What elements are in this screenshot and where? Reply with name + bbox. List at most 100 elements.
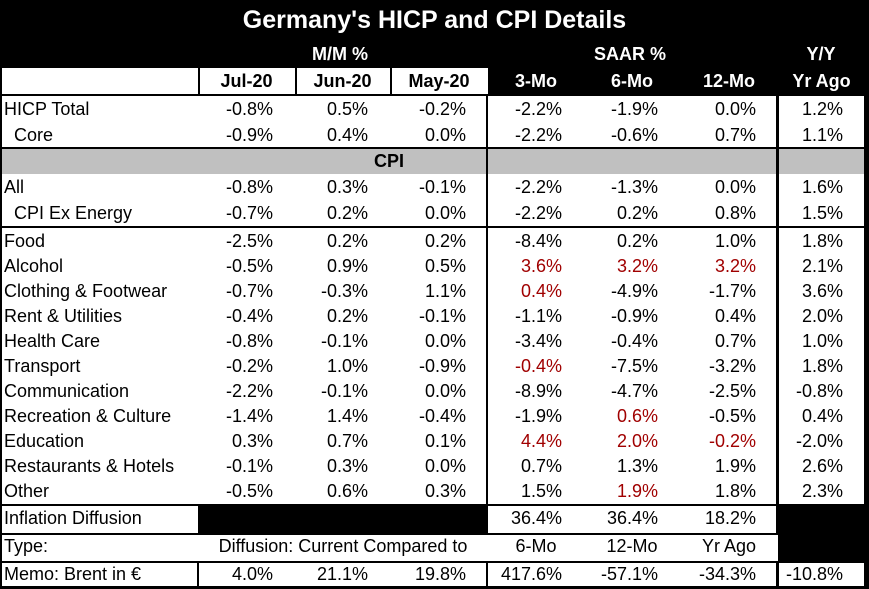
table-cell: -0.2% <box>418 98 466 119</box>
table-cell: 3.6% <box>520 255 562 276</box>
type-value: Yr Ago <box>701 535 757 556</box>
column-header: Jul-20 <box>220 70 273 91</box>
table-cell: -0.1% <box>225 455 273 476</box>
grid-line <box>0 68 2 588</box>
table-cell: 0.0% <box>424 380 466 401</box>
table-cell: -4.9% <box>610 280 658 301</box>
table-cell: 0.7% <box>714 330 756 351</box>
table-cell: -0.1% <box>418 305 466 326</box>
column-header: 3-Mo <box>515 70 557 91</box>
table-cell: 1.0% <box>714 230 756 251</box>
table-cell: 1.5% <box>801 202 843 223</box>
table-cell: 0.7% <box>326 430 368 451</box>
table-cell: 1.0% <box>326 355 368 376</box>
table-cell: -1.9% <box>610 98 658 119</box>
yy-group-header: Y/Y <box>806 43 836 64</box>
grid-line <box>0 561 865 563</box>
table-cell: 0.7% <box>520 455 562 476</box>
table-cell: -0.4% <box>418 405 466 426</box>
grid-line <box>0 147 865 149</box>
table-cell: 1.5% <box>520 480 562 501</box>
table-cell: 0.4% <box>714 305 756 326</box>
memo-value: -57.1% <box>600 563 658 584</box>
table-cell: 1.0% <box>801 330 843 351</box>
table-cell: -3.4% <box>514 330 562 351</box>
table-title: Germany's HICP and CPI Details <box>242 5 627 34</box>
table-cell: 1.8% <box>714 480 756 501</box>
table-cell: 0.0% <box>424 455 466 476</box>
table-cell: 1.4% <box>326 405 368 426</box>
table-cell: 0.2% <box>326 202 368 223</box>
diffusion-value: 18.2% <box>704 507 756 528</box>
table-cell: -1.1% <box>514 305 562 326</box>
table-cell: 0.2% <box>616 202 658 223</box>
header-saar-bg <box>488 68 778 96</box>
cpi-section-band-yy <box>778 148 865 174</box>
row-label: CPI Ex Energy <box>14 202 133 223</box>
row-label: Communication <box>4 380 130 401</box>
table-cell: -0.9% <box>225 124 273 145</box>
table-cell: -0.5% <box>708 405 756 426</box>
diffusion-value: 36.4% <box>510 507 562 528</box>
header-yy-bg <box>778 68 865 96</box>
row-label: Restaurants & Hotels <box>4 455 175 476</box>
table-cell: -0.7% <box>225 280 273 301</box>
table-cell: 0.3% <box>326 176 368 197</box>
table-cell: 0.3% <box>231 430 273 451</box>
table-cell: 1.1% <box>424 280 466 301</box>
diffusion-blackout-left <box>198 505 488 533</box>
table-cell: 4.4% <box>520 430 562 451</box>
diffusion-blackout-right <box>778 505 865 533</box>
memo-label: Memo: Brent in € <box>4 563 142 584</box>
row-label: Other <box>4 480 50 501</box>
table-cell: 1.1% <box>801 124 843 145</box>
table-cell: 0.5% <box>326 98 368 119</box>
grid-line <box>0 94 865 96</box>
saar-group-header: SAAR % <box>593 43 666 64</box>
table-cell: 0.1% <box>424 430 466 451</box>
cpi-section-band <box>0 148 778 174</box>
table-cell: -8.4% <box>514 230 562 251</box>
row-label: Health Care <box>4 330 101 351</box>
table-cell: 3.2% <box>616 255 658 276</box>
table-cell: -3.2% <box>708 355 756 376</box>
memo-value: 19.8% <box>414 563 466 584</box>
grid-line <box>390 68 392 94</box>
table-cell: 0.9% <box>326 255 368 276</box>
row-label: Education <box>4 430 85 451</box>
table-cell: -0.9% <box>418 355 466 376</box>
table-cell: -1.3% <box>610 176 658 197</box>
table-cell: 0.2% <box>326 305 368 326</box>
table-cell: -0.1% <box>320 380 368 401</box>
table-cell: 0.4% <box>801 405 843 426</box>
table-cell: -0.3% <box>320 280 368 301</box>
grid-line <box>198 68 200 94</box>
table-cell: 1.8% <box>801 230 843 251</box>
type-value: 12-Mo <box>606 535 658 556</box>
table-cell: 0.6% <box>616 405 658 426</box>
grid-line <box>295 68 297 94</box>
memo-value: 417.6% <box>500 563 562 584</box>
table-cell: -2.2% <box>514 98 562 119</box>
table-cell: 1.3% <box>616 455 658 476</box>
row-label: Food <box>4 230 46 251</box>
table-cell: 3.6% <box>801 280 843 301</box>
table-cell: -0.2% <box>225 355 273 376</box>
column-header: Yr Ago <box>792 70 851 91</box>
type-blackout-right <box>778 533 865 561</box>
grid-line <box>0 586 869 588</box>
grid-line <box>0 504 865 506</box>
type-label: Type: <box>4 535 49 556</box>
table-cell: -0.8% <box>225 98 273 119</box>
table-cell: -0.8% <box>225 330 273 351</box>
type-value: 6-Mo <box>515 535 557 556</box>
table-cell: -2.2% <box>225 380 273 401</box>
table-cell: -4.7% <box>610 380 658 401</box>
table-cell: 2.0% <box>616 430 658 451</box>
grid-line <box>486 96 488 505</box>
table-cell: 0.3% <box>424 480 466 501</box>
diffusion-value: 36.4% <box>606 507 658 528</box>
grid-line <box>864 68 868 588</box>
table-cell: 0.4% <box>326 124 368 145</box>
table-cell: -0.4% <box>514 355 562 376</box>
